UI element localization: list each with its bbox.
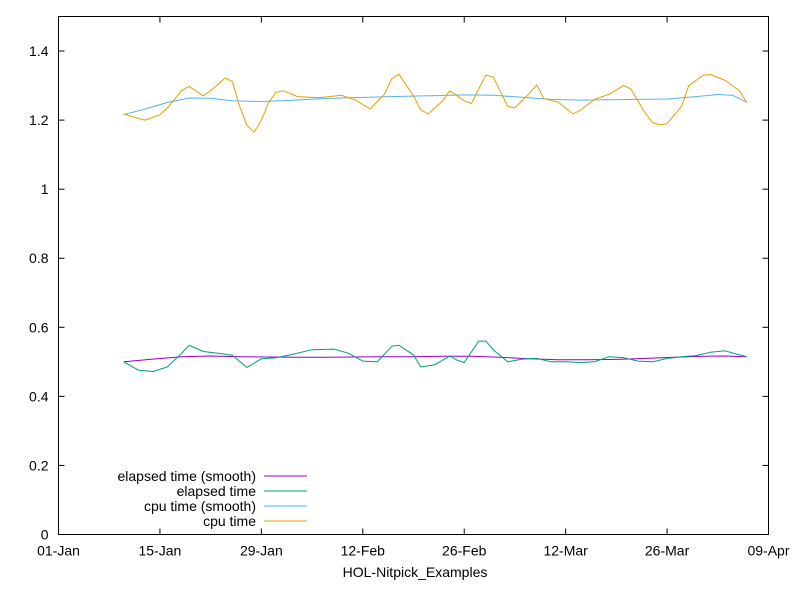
series-line-cpu-time (123, 73, 748, 133)
series-line-elapsed-time-smooth (123, 355, 747, 363)
x-axis-label: HOL-Nitpick_Examples (343, 564, 488, 580)
y-tick-label: 0.4 (29, 388, 49, 404)
axis-ticks: 01-Jan 15-Jan 29-Jan 12-Feb 26-Feb 12-Mar 26-M… (29, 16, 790, 559)
legend-label: elapsed time (smooth) (117, 468, 256, 484)
x-tick-label: 12-Feb (341, 543, 386, 559)
x-tick-label: 15-Jan (139, 543, 182, 559)
y-tick-label: 0.8 (29, 250, 49, 266)
plot-frame (58, 16, 769, 535)
legend-label: cpu time (203, 513, 256, 529)
y-tick-label: 0.2 (29, 457, 49, 473)
y-tick-label: 1.4 (29, 43, 49, 59)
legend-label: cpu time (smooth) (144, 498, 256, 514)
y-tick-label: 1.2 (29, 112, 49, 128)
x-tick-label: 29-Jan (240, 543, 283, 559)
x-tick-label: 26-Mar (645, 543, 690, 559)
x-tick-label: 12-Mar (543, 543, 588, 559)
series-line-cpu-time-smooth (123, 94, 748, 116)
x-tick-label: 01-Jan (37, 543, 80, 559)
legend-label: elapsed time (177, 483, 257, 499)
series-line-elapsed-time (123, 340, 747, 372)
x-tick-label: 26-Feb (442, 543, 487, 559)
y-tick-label: 0 (41, 527, 49, 543)
y-tick-label: 0.6 (29, 319, 49, 335)
series-layer (123, 73, 748, 372)
y-tick-label: 1 (41, 181, 49, 197)
x-tick-label: 09-Apr (747, 543, 789, 559)
